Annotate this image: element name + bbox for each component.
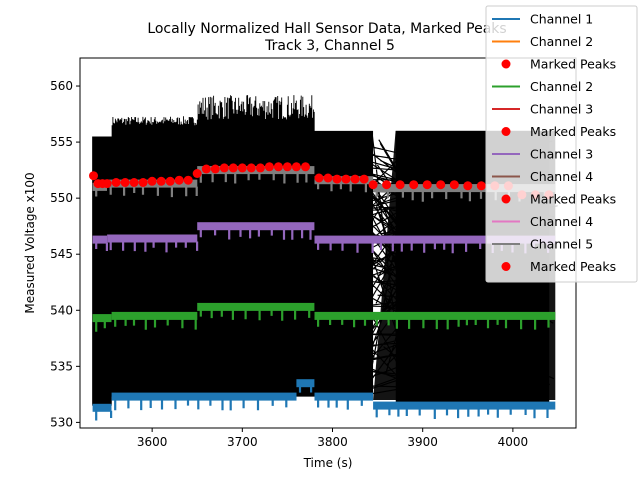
series-6-segment-0 — [92, 235, 107, 244]
y-axis-ticks: 530 535 540 545 550 555 560 — [50, 79, 80, 429]
marked-peak-11-40 — [476, 181, 486, 191]
series-3-segment-3 — [314, 311, 556, 320]
marked-peak-11-15 — [210, 164, 220, 174]
series-0-segment-3 — [314, 392, 374, 401]
x-tick-label-4000: 4000 — [498, 435, 529, 449]
marked-peak-11-11 — [174, 175, 184, 185]
legend-label-8: Marked Peaks — [530, 192, 616, 207]
marked-peak-11-20 — [255, 163, 265, 173]
marked-peak-11-9 — [156, 176, 166, 186]
legend-label-4: Channel 3 — [530, 102, 593, 117]
series-10-segment-2 — [197, 166, 315, 175]
legend-box — [485, 5, 638, 283]
y-tick-label-535: 535 — [50, 359, 73, 373]
marked-peak-11-34 — [395, 180, 405, 190]
y-tick-label-560: 560 — [50, 79, 73, 93]
legend-label-10: Channel 5 — [530, 237, 593, 252]
series-0-band — [92, 379, 556, 421]
marked-peak-11-31 — [359, 174, 369, 184]
x-axis-ticks: 3600 3700 3800 3900 4000 — [137, 428, 528, 449]
marked-peak-11-5 — [120, 178, 130, 187]
y-tick-label-545: 545 — [50, 247, 73, 261]
series-3-band — [92, 302, 556, 332]
legend-label-9: Channel 4 — [530, 214, 593, 229]
series-0-segment-1 — [111, 392, 297, 401]
marked-peak-11-6 — [129, 178, 139, 187]
marked-peak-11-23 — [282, 162, 292, 172]
series-0-segment-4 — [373, 401, 556, 410]
legend-label-3: Channel 2 — [530, 79, 593, 94]
series-0-segment-0 — [92, 403, 112, 412]
marked-peak-11-26 — [314, 173, 324, 183]
marked-peak-11-24 — [291, 162, 301, 172]
series-6-band — [92, 222, 556, 254]
series-3-segment-1 — [111, 311, 198, 320]
legend-swatch-11 — [501, 262, 511, 271]
series-3-ticks — [95, 309, 550, 332]
legend-swatch-8 — [501, 194, 511, 204]
marked-peak-11-12 — [183, 175, 193, 185]
series-3-segment-0 — [92, 314, 112, 323]
marked-peak-11-37 — [436, 180, 446, 190]
marked-peak-11-39 — [463, 181, 473, 191]
legend-swatch-2 — [501, 59, 511, 69]
marked-peak-11-28 — [332, 174, 342, 184]
marked-peak-11-10 — [165, 176, 175, 186]
x-tick-label-3600: 3600 — [137, 435, 168, 449]
y-axis-label: Measured Voltage x100 — [23, 172, 37, 313]
series-6-segment-1 — [107, 234, 198, 243]
series-6-segment-2 — [197, 222, 315, 231]
marked-peak-11-27 — [323, 173, 333, 183]
series-6-segment-3 — [314, 235, 556, 244]
marked-peak-11-3 — [102, 179, 112, 189]
marked-peak-11-32 — [368, 180, 378, 190]
marked-peak-11-4 — [111, 178, 121, 187]
legend-label-6: Channel 3 — [530, 147, 593, 162]
marked-peak-11-16 — [219, 163, 229, 173]
marked-peak-11-29 — [341, 174, 351, 184]
marked-peak-11-22 — [273, 162, 283, 172]
legend: Channel 1 Channel 2 Marked Peaks Channel 2 C… — [485, 5, 638, 283]
marked-peak-11-33 — [382, 180, 392, 190]
series-3-segment-2 — [197, 302, 315, 311]
y-tick-label-530: 530 — [50, 415, 73, 429]
chart-title-line-1: Locally Normalized Hall Sensor Data, Mar… — [147, 21, 506, 37]
marked-peak-11-38 — [449, 180, 459, 190]
marked-peak-11-17 — [228, 163, 238, 173]
marked-peak-11-35 — [409, 180, 419, 190]
marked-peak-11-36 — [422, 180, 432, 190]
legend-label-1: Channel 2 — [530, 34, 593, 49]
x-tick-label-3800: 3800 — [317, 435, 348, 449]
x-tick-label-3700: 3700 — [227, 435, 258, 449]
marked-peak-11-8 — [147, 176, 157, 186]
legend-label-7: Channel 4 — [530, 169, 593, 184]
marked-peak-11-19 — [246, 163, 256, 173]
marked-peak-11-14 — [201, 164, 211, 174]
x-axis-label: Time (s) — [303, 456, 353, 470]
y-tick-label-550: 550 — [50, 191, 73, 205]
marked-peak-11-18 — [237, 163, 247, 173]
marked-peak-11-25 — [301, 162, 310, 172]
series-0-segment-2 — [296, 379, 315, 388]
marked-peak-11-0 — [89, 171, 98, 181]
legend-label-11: Marked Peaks — [530, 259, 616, 274]
marked-peak-11-30 — [350, 174, 360, 184]
marked-peak-11-21 — [264, 162, 274, 172]
y-tick-label-555: 555 — [50, 135, 73, 149]
legend-label-5: Marked Peaks — [530, 124, 616, 139]
marked-peak-11-7 — [138, 178, 148, 187]
y-tick-label-540: 540 — [50, 303, 73, 317]
x-tick-label-3900: 3900 — [407, 435, 438, 449]
legend-label-0: Channel 1 — [530, 12, 593, 27]
chart-title-line-2: Track 3, Channel 5 — [264, 38, 395, 54]
legend-label-2: Marked Peaks — [530, 57, 616, 72]
marked-peak-11-13 — [192, 169, 202, 178]
series-0-ticks — [95, 386, 549, 421]
legend-swatch-5 — [501, 127, 511, 136]
